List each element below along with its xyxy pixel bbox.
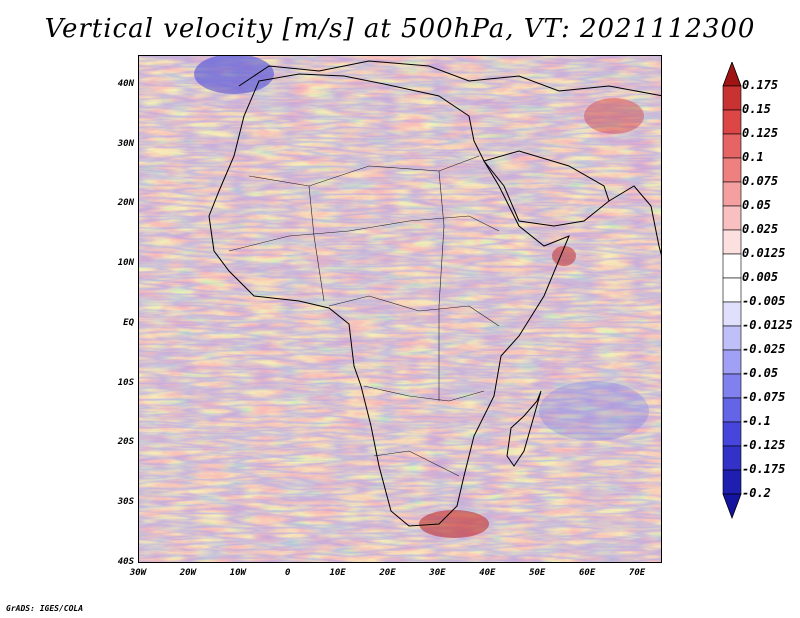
colorbar-label: -0.0125 <box>742 318 793 332</box>
india-coastline <box>608 185 661 256</box>
colorbar-top-arrow <box>722 62 742 87</box>
border-south <box>363 385 485 402</box>
lon-tick-label: 0 <box>284 568 291 578</box>
lon-tick-label: 20E <box>379 568 396 578</box>
colorbar-segment <box>722 205 742 231</box>
colorbar-segment <box>722 133 742 159</box>
colorbar-label: 0.1 <box>742 150 764 164</box>
border-central <box>328 295 500 327</box>
strong-descent-northwest <box>194 56 274 94</box>
field-streaks <box>139 56 661 562</box>
border-meridian-east <box>438 170 445 401</box>
colorbar-label: 0.175 <box>742 78 779 92</box>
colorbar-segment <box>722 277 742 303</box>
border-southern <box>373 450 460 477</box>
lon-tick-label: 10E <box>329 568 346 578</box>
colorbar-segment <box>722 469 742 495</box>
colorbar-label: -0.175 <box>742 462 786 476</box>
colorbar-segment <box>722 253 742 279</box>
colorbar-label: 0.0125 <box>742 246 786 260</box>
lon-tick-label: 30E <box>429 568 446 578</box>
colorbar-segment <box>722 421 742 447</box>
lat-tick-label: 20N <box>117 198 134 209</box>
lat-tick-label: 40N <box>117 78 134 89</box>
lon-tick-label: 50E <box>529 568 546 578</box>
colorbar-label: 0.05 <box>742 198 771 212</box>
colorbar-bottom-arrow <box>722 493 742 520</box>
colorbar-label: -0.05 <box>742 366 779 380</box>
ascent-horn-africa <box>552 246 576 266</box>
colorbar-segment <box>722 373 742 399</box>
lon-tick-label: 60E <box>579 568 596 578</box>
colorbar-segment <box>722 157 742 183</box>
border-north-africa <box>248 155 480 187</box>
arabia-coastline <box>483 150 610 227</box>
lat-tick-label: 20S <box>117 437 134 448</box>
europe-coastline <box>238 60 661 97</box>
lon-tick-label: 30W <box>129 568 147 578</box>
border-meridian-west <box>308 185 325 302</box>
colorbar-label: -0.125 <box>742 438 786 452</box>
border-sahel <box>228 215 500 252</box>
descent-indian-ocean <box>539 381 649 441</box>
lon-tick-label: 10W <box>229 568 246 578</box>
colorbar-segment <box>722 85 742 111</box>
credit-text: GrADS: IGES/COLA <box>6 604 84 613</box>
colorbar-label: -0.1 <box>742 414 771 428</box>
ascent-iran <box>584 98 644 134</box>
lat-tick-label: 30S <box>117 497 134 508</box>
lat-tick-label: 40S <box>117 557 134 567</box>
colorbar-segment <box>722 301 742 327</box>
lon-tick-label: 70E <box>628 568 646 578</box>
colorbar-label: 0.005 <box>742 270 779 284</box>
colorbar-label: 0.075 <box>742 174 779 188</box>
colorbar-label: -0.075 <box>742 390 786 404</box>
colorbar-segment <box>722 229 742 255</box>
country-borders <box>228 155 500 477</box>
lat-tick-label: 10S <box>117 377 134 388</box>
colorbar-label: 0.15 <box>742 102 771 116</box>
colorbar-label: 0.125 <box>742 126 779 140</box>
colorbar-segment <box>722 181 742 207</box>
colorbar-label: -0.005 <box>742 294 786 308</box>
lon-tick-label: 20W <box>179 568 197 578</box>
colorbar <box>722 62 742 520</box>
lon-tick-label: 40E <box>479 568 496 578</box>
colorbar-label: -0.2 <box>742 486 771 500</box>
colorbar-segment <box>722 349 742 375</box>
lat-tick-label: 10N <box>117 258 134 269</box>
plot-title: Vertical velocity [m/s] at 500hPa, VT: 2… <box>44 14 756 44</box>
colorbar-segment <box>722 325 742 351</box>
colorbar-label: -0.025 <box>742 342 786 356</box>
colorbar-segment <box>722 397 742 423</box>
map-panel <box>138 55 662 563</box>
vertical-velocity-map <box>139 56 661 562</box>
africa-coastline <box>208 73 570 527</box>
coastlines <box>208 60 661 527</box>
colorbar-segment <box>722 445 742 471</box>
colorbar-label: 0.025 <box>742 222 779 236</box>
strong-ascent-south-africa <box>419 510 489 538</box>
lat-tick-label: EQ <box>123 317 134 328</box>
madagascar-coastline <box>506 390 542 467</box>
lat-tick-label: 30N <box>117 138 134 149</box>
colorbar-segment <box>722 109 742 135</box>
